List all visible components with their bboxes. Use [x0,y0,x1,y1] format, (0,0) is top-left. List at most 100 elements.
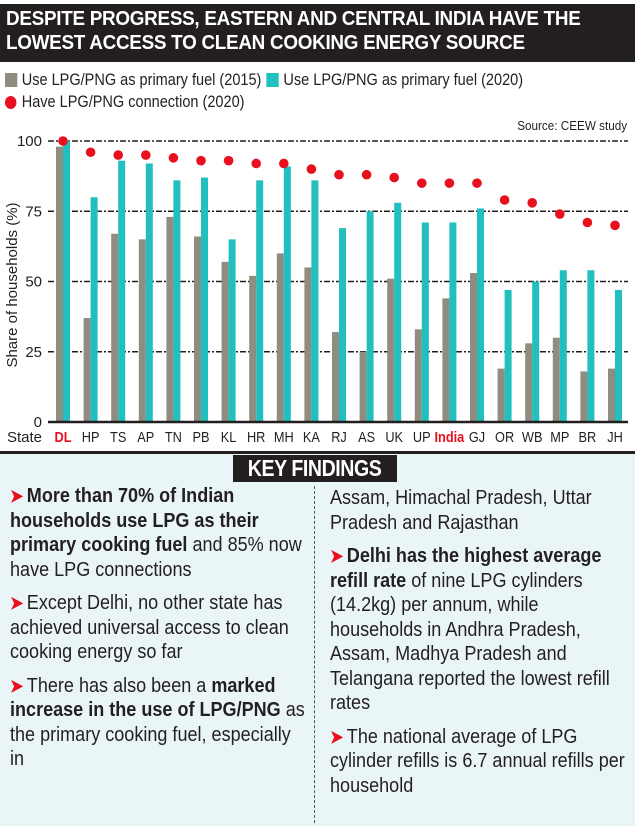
connection-dots [58,136,620,231]
bar-2015 [608,368,615,422]
bar-2020 [63,141,70,422]
bar-2020 [118,160,126,423]
key-findings-panel [0,451,635,826]
legend-label-connection: Have LPG/PNG connection (2020) [21,93,245,111]
finding-2-text: Except Delhi, no other state has achieve… [10,591,289,663]
x-tick-label: JH [607,429,623,445]
bar-2015 [166,216,174,422]
x-tick-label: MP [550,429,569,445]
finding-2: ➤ Except Delhi, no other state has achiev… [10,591,309,665]
bar-2020 [615,289,622,422]
finding-1-bold: More than 70% of Indian households use L… [10,484,259,556]
connection-dot [472,178,482,188]
connection-dot [582,217,593,228]
finding-4: ➤ Delhi has the highest average refill ra… [330,544,629,716]
legend-dot-connection [5,95,17,109]
finding-3: ➤ There has also been a marked increase i… [10,674,309,772]
connection-dot [196,155,206,166]
x-tick-label: GJ [469,429,485,445]
chart-title: DESPITE PROGRESS, EASTERN AND CENTRAL IN… [6,7,581,55]
y-axis-label: Share of households (%) [4,202,21,367]
column-divider [314,486,315,823]
bar-2015 [276,253,284,422]
x-tick-label: UP [413,429,431,445]
finding-4-text: of nine LPG cylinders (14.2kg) per annum… [330,568,610,715]
connection-dot [527,198,537,208]
connection-dot [223,155,234,166]
bar-2020 [394,202,402,422]
finding-5: ➤ The national average of LPG cylinder re… [330,725,629,799]
bar-2015 [111,233,119,422]
finding-3-bold: marked increase in the use of LPG/PNG [10,673,281,722]
bar-2020 [587,270,595,422]
x-tick-label: UK [385,429,403,445]
y-ticks: 0 25 50 75 100 [17,133,42,431]
connection-dot [555,209,565,219]
legend: Use LPG/PNG as primary fuel (2015) Use L… [5,69,523,113]
x-tick-label: BR [579,429,597,445]
bullet-arrow-icon: ➤ [330,726,344,747]
x-tick-label: KA [303,429,321,445]
bar-2015 [304,267,312,422]
connection-dot [306,164,317,174]
bar-2015 [138,239,146,422]
bar-2020 [449,222,457,422]
bar-2020 [90,197,98,422]
findings-right-column: Assam, Himachal Pradesh, Uttar Pradesh a… [330,486,630,807]
legend-swatch-2020 [266,73,279,87]
bar-2015 [442,298,450,422]
findings-left-column: ➤ More than 70% of Indian households use … [10,484,310,781]
x-tick-label: TN [165,429,182,445]
y-tick-label: 75 [25,203,42,220]
connection-dot [334,169,344,180]
y-tick-label: 50 [25,274,42,291]
bar-2015 [332,332,339,422]
bar-2015 [525,343,533,422]
y-tick-label: 25 [25,344,42,361]
connection-dot [499,195,510,205]
title-band [0,4,635,62]
bar-2020 [559,270,567,422]
bar-2015 [552,337,560,422]
bar-2020 [283,166,291,422]
connection-dot [113,150,123,160]
key-findings-heading-text: KEY FINDINGS [248,455,382,481]
y-tick-label: 0 [34,414,42,431]
connection-dot [141,150,151,160]
legend-label-2015: Use LPG/PNG as primary fuel (2015) [21,71,262,89]
key-findings-heading: KEY FINDINGS [233,455,397,482]
legend-label-2020: Use LPG/PNG as primary fuel (2020) [283,71,524,89]
bar-2020 [173,180,181,422]
bar-2020 [421,222,429,422]
x-tick-label: TS [110,429,126,445]
bullet-arrow-icon: ➤ [10,593,24,613]
connection-dot [444,178,455,188]
bar-2020 [504,289,512,422]
bar-2015 [497,368,505,422]
bar-chart: Share of households (%) 0 25 50 75 100 State… [4,133,628,446]
bar-2020 [145,163,153,423]
bar-2015 [249,275,257,422]
bar-2020 [532,281,540,422]
bullet-arrow-icon: ➤ [330,546,344,566]
connection-dot [417,178,427,188]
legend-row-1: Use LPG/PNG as primary fuel (2015) Use L… [5,69,523,91]
bullet-arrow-icon: ➤ [10,675,24,696]
connection-dot [610,220,620,231]
finding-3-pre: There has also been a [26,673,212,697]
bar-2020 [256,180,264,422]
x-tick-label: WB [522,429,543,445]
connection-dot [361,169,372,180]
connection-dot [58,136,68,146]
bar-2015 [83,318,91,422]
bar-2015 [414,329,422,422]
bar-2020 [228,239,236,422]
title-line-1: DESPITE PROGRESS, EASTERN AND CENTRAL IN… [6,7,581,30]
bar-2020 [311,180,319,422]
bar-2020 [477,208,484,422]
bar-2015 [194,236,201,422]
x-axis-label: State [7,429,42,446]
connection-dot [85,147,96,158]
finding-3-text: as the primary cooking fuel, especially … [10,698,305,770]
x-tick-label: HP [82,429,100,445]
